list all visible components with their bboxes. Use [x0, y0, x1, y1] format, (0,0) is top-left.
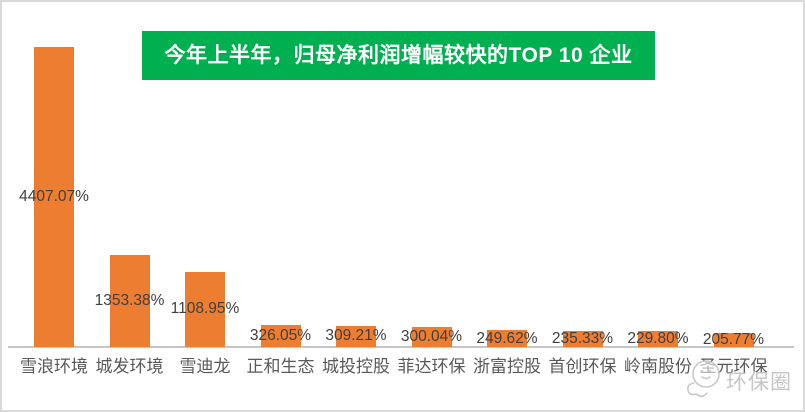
- value-label-雪迪龙: 1108.95%: [170, 300, 240, 318]
- category-label-城投控股: 城投控股: [322, 357, 390, 376]
- category-label-菲达环保: 菲达环保: [397, 357, 466, 376]
- value-label-正和生态: 326.05%: [249, 326, 312, 344]
- value-label-圣元环保: 205.77%: [702, 330, 765, 348]
- bar-雪浪环境: [34, 47, 74, 347]
- bar-首创环保: [562, 330, 603, 347]
- chart-title: 今年上半年，归母净利润增幅较快的TOP 10 企业: [142, 31, 655, 80]
- x-axis-line: [8, 346, 794, 348]
- bar-雪迪龙: [185, 271, 225, 347]
- value-label-首创环保: 235.33%: [551, 329, 614, 347]
- category-label-雪浪环境: 雪浪环境: [20, 357, 88, 376]
- bar-正和生态: [260, 324, 301, 347]
- bar-浙富控股: [487, 330, 527, 347]
- value-label-雪浪环境: 4407.07%: [19, 188, 89, 205]
- category-label-正和生态: 正和生态: [246, 357, 315, 376]
- bar-岭南股份: [638, 331, 678, 347]
- value-label-菲达环保: 300.04%: [400, 327, 463, 345]
- value-label-岭南股份: 229.80%: [627, 330, 689, 348]
- category-label-首创环保: 首创环保: [548, 357, 617, 376]
- bar-城投控股: [336, 325, 376, 347]
- bar-菲达环保: [411, 326, 452, 347]
- category-label-浙富控股: 浙富控股: [473, 357, 541, 376]
- value-label-浙富控股: 249.62%: [476, 329, 538, 347]
- category-label-岭南股份: 岭南股份: [624, 357, 692, 376]
- bar-城发环境: [109, 254, 150, 347]
- category-label-雪迪龙: 雪迪龙: [179, 357, 231, 376]
- category-label-圣元环保: 圣元环保: [699, 357, 768, 376]
- value-label-城投控股: 309.21%: [325, 327, 387, 345]
- bar-圣元环保: [713, 332, 754, 347]
- category-label-城发环境: 城发环境: [95, 357, 164, 376]
- value-label-城发环境: 1353.38%: [94, 291, 165, 309]
